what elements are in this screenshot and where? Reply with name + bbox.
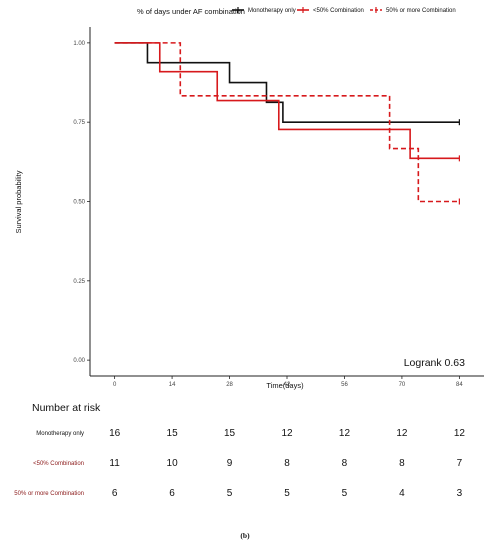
risk-value: 6 [169,488,175,499]
x-tick-label: 56 [341,382,348,388]
x-tick-label: 84 [456,382,463,388]
risk-value: 7 [457,458,463,469]
risk-value: 8 [399,458,405,469]
risk-value: 15 [167,428,179,439]
legend: % of days under AF combination Monothera… [137,7,456,16]
y-tick-label: 0.75 [73,120,85,126]
y-tick-label: 1.00 [73,41,85,47]
risk-row-label: 50% or more Combination [14,491,84,497]
risk-value: 5 [284,488,290,499]
risk-value: 11 [109,458,120,469]
x-tick-label: 14 [169,382,176,388]
risk-value: 5 [227,488,233,499]
risk-value: 12 [454,428,466,439]
legend-label-0: Monotherapy only [248,8,296,14]
series-line-0 [114,42,460,123]
figure-caption: (b) [240,531,250,540]
series-line-1 [114,42,460,160]
logrank-annotation: Logrank 0.63 [404,357,465,369]
risk-table: Number at risk Monotherapy only 16 15 15 12 1… [14,402,465,499]
risk-row-label: <50% Combination [33,461,84,467]
x-tick-label: 28 [226,382,233,388]
risk-value: 12 [396,428,408,439]
risk-value: 3 [457,488,463,499]
y-tick-label: 0.50 [73,200,85,206]
risk-value: 8 [284,458,290,469]
risk-value: 12 [339,428,351,439]
risk-value: 16 [109,428,121,439]
risk-value: 12 [281,428,293,439]
risk-value: 5 [342,488,348,499]
x-axis-title: Time(days) [266,381,304,390]
plot-area: Survival probability Time(days) Logrank … [14,27,484,390]
risk-value: 4 [399,488,405,499]
risk-value: 9 [227,458,233,469]
risk-value: 6 [112,488,118,499]
y-tick-label: 0.00 [73,358,85,364]
risk-value: 15 [224,428,236,439]
legend-label-2: 50% or more Combination [386,8,456,14]
legend-label-1: <50% Combination [313,8,364,14]
x-tick-label: 70 [399,382,406,388]
risk-table-title: Number at risk [32,402,101,414]
y-tick-label: 0.25 [73,279,85,285]
x-tick-label: 42 [284,382,291,388]
y-axis-title: Survival probability [14,170,23,233]
legend-title: % of days under AF combination [137,7,245,16]
series-line-2 [114,42,460,203]
risk-row-label: Monotherapy only [36,431,84,437]
x-tick-label: 0 [113,382,117,388]
risk-value: 10 [167,458,179,469]
risk-value: 8 [342,458,348,469]
